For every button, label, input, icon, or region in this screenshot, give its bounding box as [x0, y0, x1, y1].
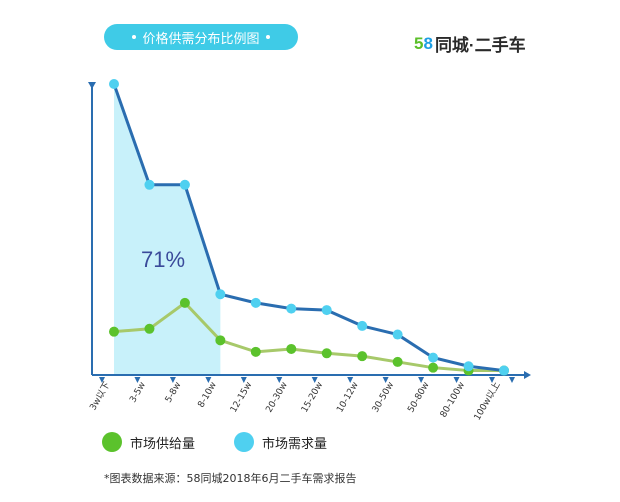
demand-point [463, 361, 474, 372]
supply-point [392, 356, 403, 367]
legend-swatch-supply [102, 432, 122, 452]
demand-point [286, 303, 297, 314]
supply-point [250, 346, 261, 357]
x-tick-label: 15-20w [300, 381, 325, 415]
brand-digit-5: 5 [414, 33, 424, 53]
highlight-area [114, 84, 221, 375]
x-tick-marker [418, 377, 425, 383]
supply-point [109, 326, 119, 337]
data-source-note: *图表数据来源：58同城2018年6月二手车需求报告 [104, 472, 357, 485]
legend-label-demand: 市场需求量 [262, 436, 328, 452]
x-tick-marker [205, 377, 212, 383]
demand-point [499, 365, 509, 376]
legend-label-supply: 市场供给量 [130, 436, 196, 452]
demand-point [357, 320, 368, 331]
x-tick-label: 10-12w [335, 381, 360, 415]
supply-point [321, 348, 332, 359]
x-tick-label: 3-5w [128, 381, 148, 405]
x-tick-marker [169, 377, 176, 383]
demand-point [215, 289, 226, 300]
brand-name: 同城·二手车 [434, 36, 526, 55]
supply-series-line [113, 300, 504, 373]
legend-swatch-demand [234, 432, 254, 452]
y-axis-arrow [88, 82, 96, 89]
x-tick-label: 20-30w [264, 381, 289, 415]
highlight-annotation: 71% [141, 247, 185, 272]
demand-series-line [112, 83, 505, 373]
demand-point [428, 352, 439, 363]
x-tick-marker [134, 377, 141, 383]
x-tick-marker [276, 377, 283, 383]
brand-logo: 5 8 同城·二手车 [414, 31, 526, 56]
supply-point [286, 343, 297, 354]
x-tick-marker [509, 377, 515, 383]
demand-point [321, 305, 332, 316]
x-tick-marker [99, 377, 105, 383]
x-tick-marker [240, 377, 247, 383]
demand-point [250, 297, 261, 308]
x-tick-marker [489, 377, 495, 383]
title-dot-right [265, 35, 270, 39]
x-tick-label: 80-100w [439, 381, 467, 420]
x-tick-label: 8-10w [196, 381, 219, 410]
chart-title-pill: 价格供需分布比例图 [104, 24, 298, 50]
x-tick-marker [311, 377, 318, 383]
legend-item-demand: 市场需求量 [234, 432, 327, 452]
x-tick-marker [382, 377, 389, 383]
legend-item-supply: 市场供给量 [102, 432, 195, 452]
demand-point [179, 179, 190, 190]
x-tick-marker [347, 377, 354, 383]
supply-point [428, 362, 439, 373]
chart-title: 价格供需分布比例图 [142, 31, 260, 47]
title-dot-left [132, 35, 137, 39]
supply-point [144, 323, 155, 334]
demand-point [144, 179, 155, 190]
x-tick-label: 30-50w [371, 381, 396, 415]
x-tick-marker [453, 377, 460, 383]
supply-point [215, 335, 226, 346]
supply-point [179, 297, 190, 308]
x-tick-label: 12-15w [229, 381, 254, 415]
x-tick-label: 3w以下 [88, 381, 112, 413]
x-tick-label: 5-8w [164, 381, 184, 405]
demand-point [392, 329, 403, 340]
demand-point [109, 79, 119, 89]
brand-digit-8: 8 [423, 33, 433, 53]
x-axis-arrow [524, 371, 531, 379]
x-tick-label: 50-80w [406, 381, 431, 415]
supply-point [357, 351, 368, 362]
x-tick-label: 100w以上 [472, 380, 503, 422]
